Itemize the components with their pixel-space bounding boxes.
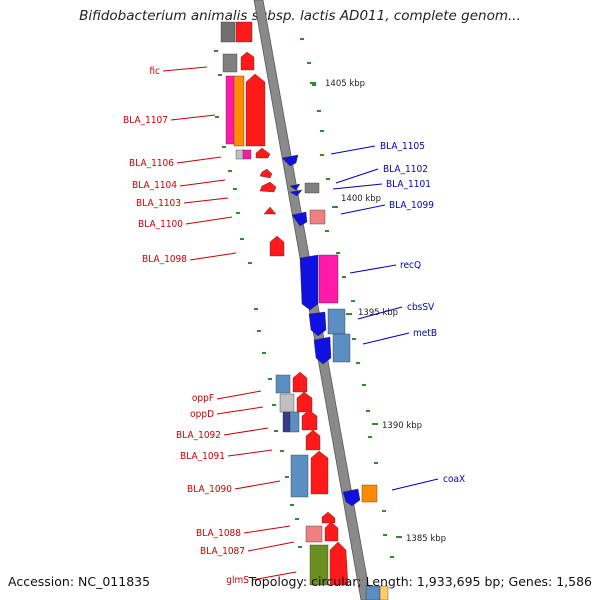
gene-label: BLA_1105 [380, 141, 425, 152]
scale-label: 1390 kbp [382, 421, 422, 431]
footer: Accession: NC_011835 Topology: circular;… [8, 574, 592, 594]
gene-label: BLA_1103 [136, 198, 181, 209]
reverse-guide-dots [300, 38, 394, 558]
accession-text: Accession: NC_011835 [8, 574, 151, 589]
gene-label: BLA_1099 [389, 200, 434, 211]
gene-label: glmS [226, 575, 249, 586]
gene-label: fic [149, 66, 160, 77]
gene-label: oppF [192, 393, 214, 404]
gene-label: BLA_1100 [138, 219, 183, 230]
scale-label: 1400 kbp [341, 194, 381, 204]
gene-label: BLA_1090 [187, 484, 232, 495]
forward-guide-dots [214, 50, 302, 548]
gene-label: BLA_1088 [196, 528, 241, 539]
reverse-leaders [330, 145, 439, 491]
scale-ticks [310, 82, 402, 538]
topology-text: Topology: circular; Length: 1,933,695 bp… [248, 574, 592, 589]
scale-label: 1395 kbp [358, 308, 398, 318]
gene-label: coaX [443, 474, 465, 485]
map-title: Bifidobacterium animalis subsp. lactis A… [79, 8, 521, 24]
forward-features [220, 21, 349, 586]
scale-label: 1405 kbp [325, 79, 365, 89]
gene-label: BLA_1091 [180, 451, 225, 462]
gene-label: BLA_1102 [383, 164, 428, 175]
forward-labels: fic BLA_1107 BLA_1106 BLA_1104 BLA_1103 … [123, 66, 249, 586]
gene-label: recQ [400, 260, 421, 271]
scale-label: 1385 kbp [406, 534, 446, 544]
reverse-labels: BLA_1105 BLA_1102 BLA_1101 BLA_1099 recQ… [380, 141, 465, 485]
gene-label: BLA_1104 [132, 180, 177, 191]
forward-leaders [162, 66, 297, 581]
gene-label: BLA_1107 [123, 115, 168, 126]
gene-label: BLA_1087 [200, 546, 245, 557]
gene-label: BLA_1106 [129, 158, 174, 169]
scale-labels: 1405 kbp 1400 kbp 1395 kbp 1390 kbp 1385… [325, 79, 446, 544]
reverse-features [281, 154, 389, 600]
gene-label: metB [413, 328, 437, 339]
gene-label: BLA_1101 [386, 179, 431, 190]
gene-label: cbsSV [407, 302, 435, 313]
gene-label: oppD [190, 409, 214, 420]
gene-label: BLA_1092 [176, 430, 221, 441]
gene-label: BLA_1098 [142, 254, 187, 265]
